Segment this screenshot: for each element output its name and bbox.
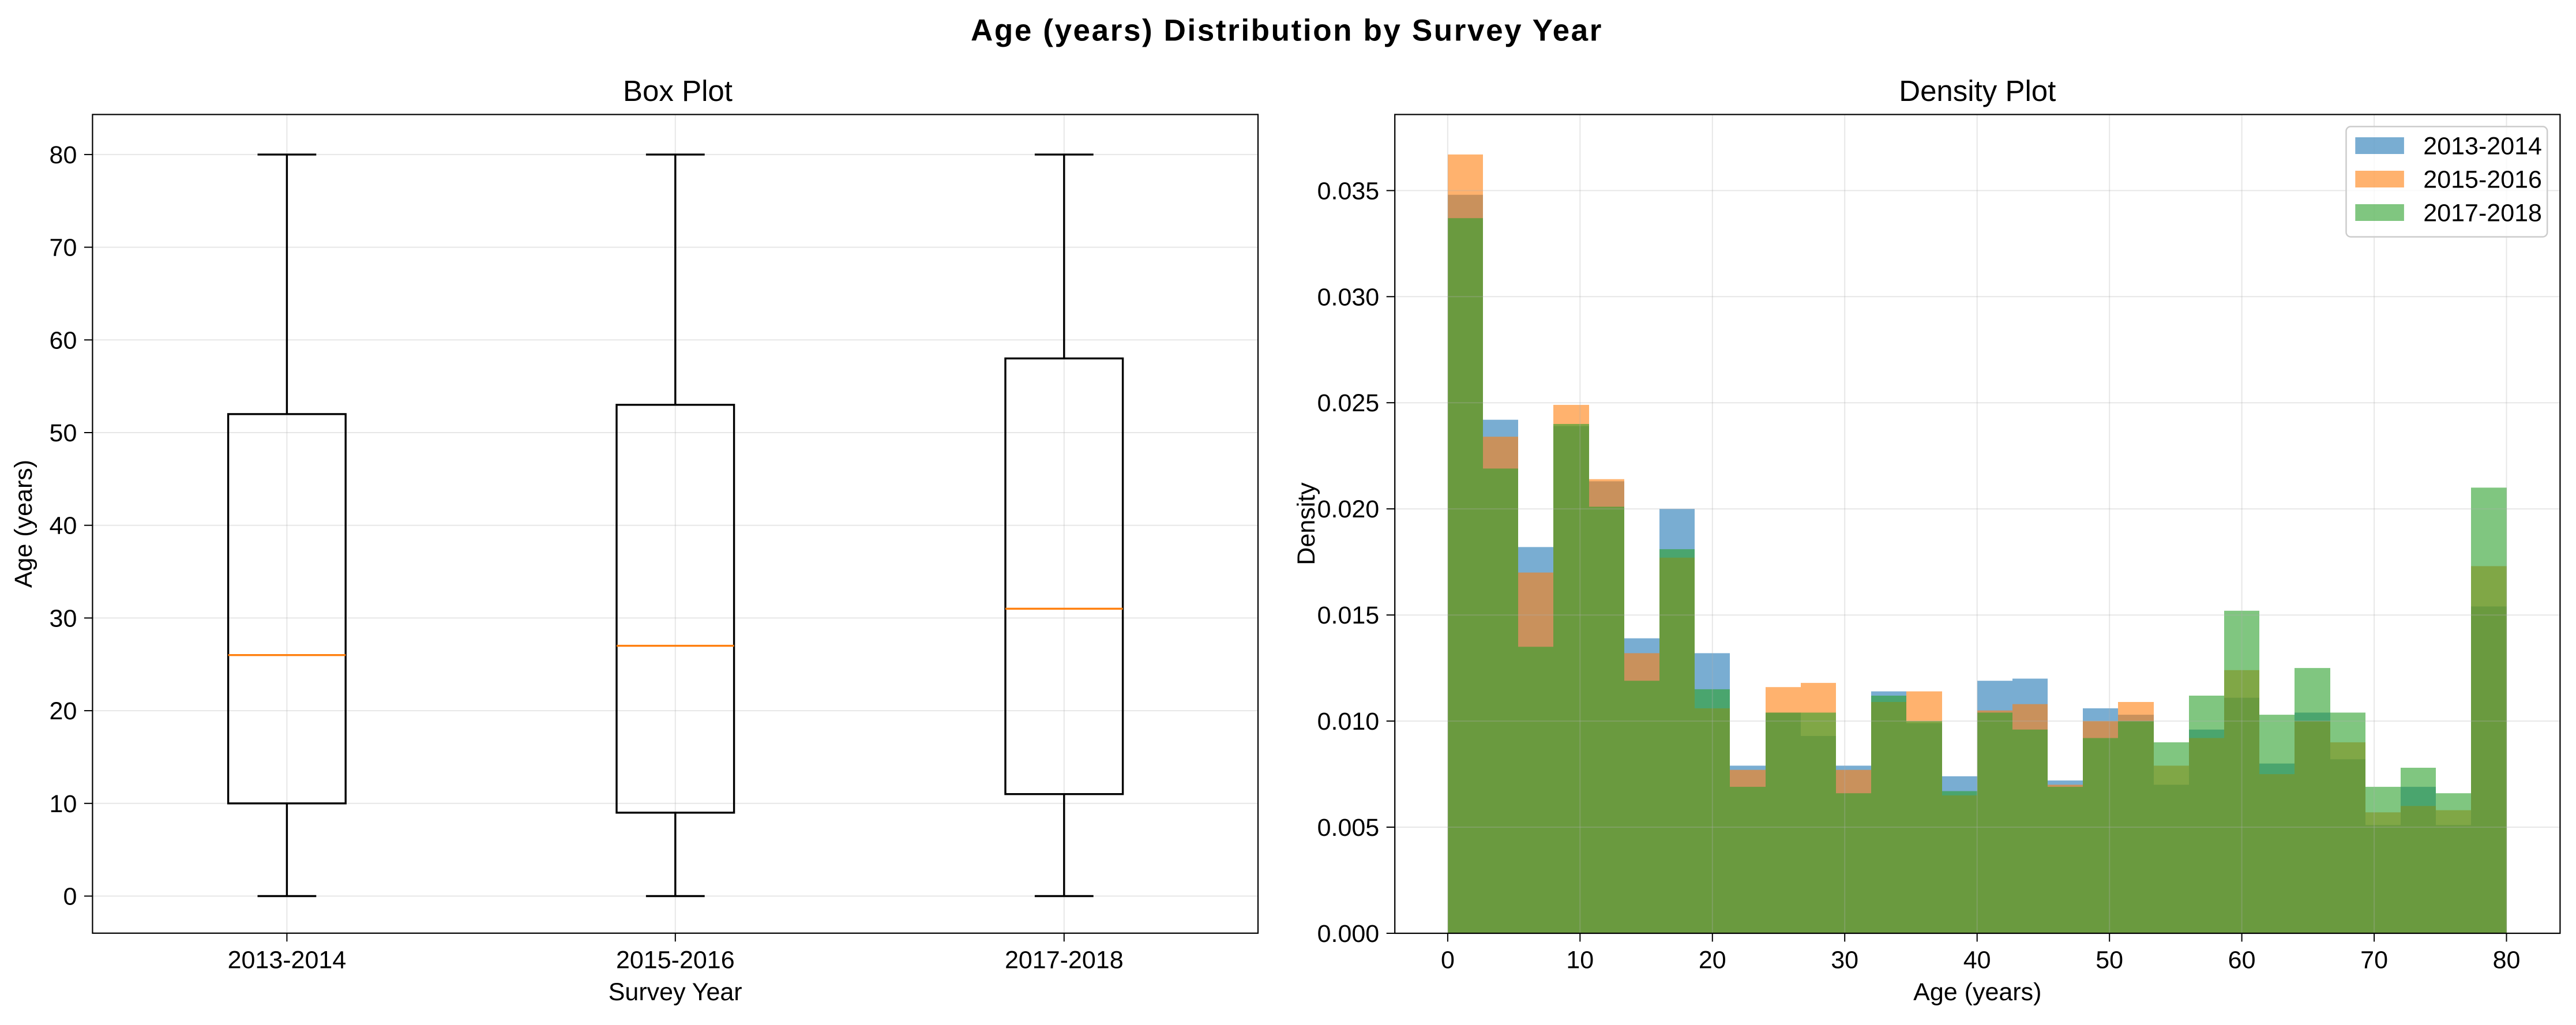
svg-text:0.030: 0.030 [1317, 283, 1380, 311]
svg-text:10: 10 [50, 790, 77, 818]
svg-text:0.005: 0.005 [1317, 814, 1380, 842]
svg-text:Density Plot: Density Plot [1899, 74, 2056, 107]
svg-text:Density: Density [1293, 482, 1320, 565]
svg-text:0.000: 0.000 [1317, 920, 1380, 948]
svg-text:0.035: 0.035 [1317, 177, 1380, 205]
svg-text:70: 70 [2360, 947, 2388, 974]
svg-text:0: 0 [1441, 947, 1455, 974]
svg-text:2015-2016: 2015-2016 [616, 947, 735, 974]
svg-text:20: 20 [50, 697, 77, 725]
svg-text:50: 50 [50, 419, 77, 447]
svg-text:40: 40 [1963, 947, 1991, 974]
svg-text:30: 30 [50, 605, 77, 632]
svg-text:80: 80 [2493, 947, 2521, 974]
svg-text:2013-2014: 2013-2014 [2423, 132, 2542, 160]
svg-text:40: 40 [50, 512, 77, 540]
svg-text:20: 20 [1699, 947, 1726, 974]
svg-text:2017-2018: 2017-2018 [1005, 947, 1124, 974]
svg-text:Survey Year: Survey Year [609, 978, 742, 1006]
svg-text:0: 0 [63, 883, 77, 911]
svg-text:0.025: 0.025 [1317, 389, 1380, 417]
svg-text:0.020: 0.020 [1317, 495, 1380, 523]
svg-text:70: 70 [50, 234, 77, 262]
svg-text:2017-2018: 2017-2018 [2423, 199, 2542, 227]
svg-text:10: 10 [1566, 947, 1594, 974]
svg-text:80: 80 [50, 141, 77, 169]
svg-text:Age (years): Age (years) [10, 460, 37, 588]
svg-text:2013-2014: 2013-2014 [228, 947, 347, 974]
svg-text:Box Plot: Box Plot [623, 74, 733, 107]
svg-text:0.015: 0.015 [1317, 602, 1380, 629]
svg-text:30: 30 [1831, 947, 1858, 974]
svg-text:0.010: 0.010 [1317, 708, 1380, 735]
svg-text:60: 60 [2228, 947, 2256, 974]
svg-text:2015-2016: 2015-2016 [2423, 166, 2542, 193]
svg-text:Age (years): Age (years) [1913, 978, 2041, 1006]
svg-text:Age (years) Distribution by Su: Age (years) Distribution by Survey Year [971, 14, 1603, 48]
svg-text:60: 60 [50, 326, 77, 354]
svg-text:50: 50 [2096, 947, 2123, 974]
